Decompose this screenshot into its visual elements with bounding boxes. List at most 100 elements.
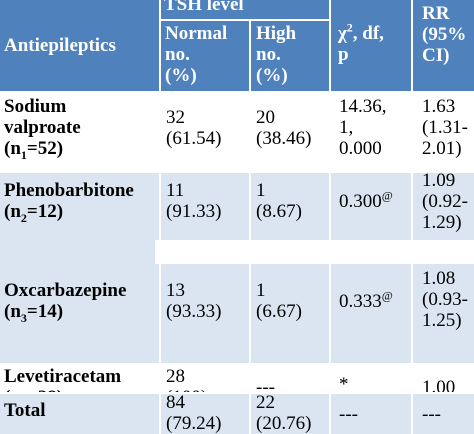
header-high-line: (%) xyxy=(256,65,288,86)
table-row xyxy=(0,364,474,394)
header-normal: Normal no. (%) xyxy=(160,20,250,92)
chi-number: 0.300 xyxy=(339,191,382,212)
n-value: =14) xyxy=(26,301,64,322)
rr-value: 1.09 xyxy=(422,170,456,191)
rr-ci-low: (1.31- xyxy=(422,117,468,138)
header-antiepileptics-text: Antiepileptics xyxy=(4,35,116,56)
chi-value: 14.36, xyxy=(339,96,387,117)
drug-name-line: Phenobarbitone xyxy=(4,180,134,201)
total-label: Total xyxy=(4,400,46,421)
normal-percent: (93.33) xyxy=(166,301,222,322)
drug-n-label: (n1=52) xyxy=(4,138,160,162)
header-chi-p: p xyxy=(338,44,349,65)
p-value: 0.000 xyxy=(339,138,382,159)
chi-number: 0.333 xyxy=(339,291,382,312)
drug-name-line: Oxcarbazepine xyxy=(4,280,127,301)
chi-cell: * xyxy=(330,374,412,395)
df-value: 1, xyxy=(339,117,354,138)
high-cell: 1 (6.67) xyxy=(250,280,330,322)
header-rr-line: CI) xyxy=(422,45,450,66)
rr-ci-high: 1.29) xyxy=(422,212,462,233)
header-rr-line: RR xyxy=(422,3,450,24)
header-chi-square: χ2, df, p xyxy=(330,0,412,92)
header-normal-line: (%) xyxy=(165,65,197,86)
high-percent: (20.76) xyxy=(256,413,312,434)
header-tsh-level: TSH level xyxy=(160,0,330,20)
high-count: 20 xyxy=(256,107,275,128)
normal-count: 84 xyxy=(166,392,185,413)
rr-value: 1.08 xyxy=(422,268,456,289)
drug-cell: Phenobarbitone (n2=12) xyxy=(0,180,160,225)
header-high-line: no. xyxy=(256,44,281,65)
chi-dash: --- xyxy=(339,404,358,425)
header-chi-line: χ2, df, xyxy=(338,20,412,44)
rr-dash: --- xyxy=(422,404,441,425)
header-antiepileptics: Antiepileptics xyxy=(0,0,160,92)
high-cell: 1 (8.67) xyxy=(250,180,330,222)
drug-cell: Oxcarbazepine (n3=14) xyxy=(0,280,160,325)
rr-ci-high: 1.25) xyxy=(422,310,462,331)
high-count: 1 xyxy=(256,180,266,201)
drug-name-line: Levetiracetam xyxy=(4,366,122,387)
header-high: High no. (%) xyxy=(250,20,330,92)
chi-cell: 14.36, 1, 0.000 xyxy=(330,96,412,159)
header-normal-line: Normal xyxy=(165,23,228,44)
chi-symbol: χ xyxy=(338,23,347,44)
normal-percent: (91.33) xyxy=(166,201,222,222)
table-row xyxy=(0,92,474,172)
rr-cell: --- xyxy=(412,404,474,425)
normal-count: 13 xyxy=(166,280,185,301)
drug-cell: Total xyxy=(0,400,160,421)
n-subscript: 3 xyxy=(20,310,27,325)
header-high-line: High xyxy=(256,23,297,44)
normal-cell: 84 (79.24) xyxy=(160,392,250,434)
row-divider xyxy=(0,171,474,173)
table-row xyxy=(0,264,474,364)
n-prefix: (n xyxy=(4,301,21,322)
n-subscript: 2 xyxy=(20,210,27,225)
drug-n-label: (n2=12) xyxy=(4,201,160,225)
drug-n-label: (n3=14) xyxy=(4,301,160,325)
header-rr-line: (95% xyxy=(422,24,467,45)
chi-asterisk: * xyxy=(339,374,349,395)
chi-footnote-mark: @ xyxy=(381,188,393,203)
rr-cell: 1.63 (1.31- 2.01) xyxy=(412,96,474,159)
normal-cell: 13 (93.33) xyxy=(160,280,250,322)
n-prefix: (n xyxy=(4,201,21,222)
chi-footnote-mark: @ xyxy=(381,288,393,303)
chi-superscript: 2 xyxy=(346,20,353,35)
n-value: =12) xyxy=(26,201,64,222)
n-prefix: (n xyxy=(4,138,21,159)
header-normal-line: no. xyxy=(165,44,190,65)
normal-count: 32 xyxy=(166,107,185,128)
drug-name-line: valproate xyxy=(4,117,81,138)
high-count: 22 xyxy=(256,392,275,413)
table-row xyxy=(0,392,474,434)
column-divider xyxy=(249,20,251,434)
rr-ci-high: 2.01) xyxy=(422,138,462,159)
chi-cell: --- xyxy=(330,404,412,425)
chi-cell: 0.300@ xyxy=(330,188,412,212)
rr-value: 1.63 xyxy=(422,96,456,117)
spacer-row xyxy=(155,240,474,264)
chi-cell: 0.333@ xyxy=(330,288,412,312)
normal-cell: 32 (61.54) xyxy=(160,107,250,149)
drug-cell: Sodium valproate (n1=52) xyxy=(0,96,160,162)
n-subscript: 1 xyxy=(20,147,27,162)
high-cell: 22 (20.76) xyxy=(250,392,330,434)
chi-value: 0.300@ xyxy=(339,188,412,212)
rr-cell: 1.09 (0.92- 1.29) xyxy=(412,170,474,233)
rr-ci-low: (0.93- xyxy=(422,289,468,310)
header-tsh-level-text: TSH level xyxy=(164,0,244,15)
high-cell: 20 (38.46) xyxy=(250,107,330,149)
chi-df: , df, xyxy=(352,23,384,44)
high-count: 1 xyxy=(256,280,266,301)
row-divider xyxy=(0,363,474,365)
high-percent: (8.67) xyxy=(256,201,302,222)
header-rr: RR (95% CI) xyxy=(412,0,474,92)
row-divider xyxy=(160,19,330,21)
normal-percent: (79.24) xyxy=(166,413,222,434)
column-divider xyxy=(159,0,161,434)
drug-name-line: Sodium xyxy=(4,96,67,117)
